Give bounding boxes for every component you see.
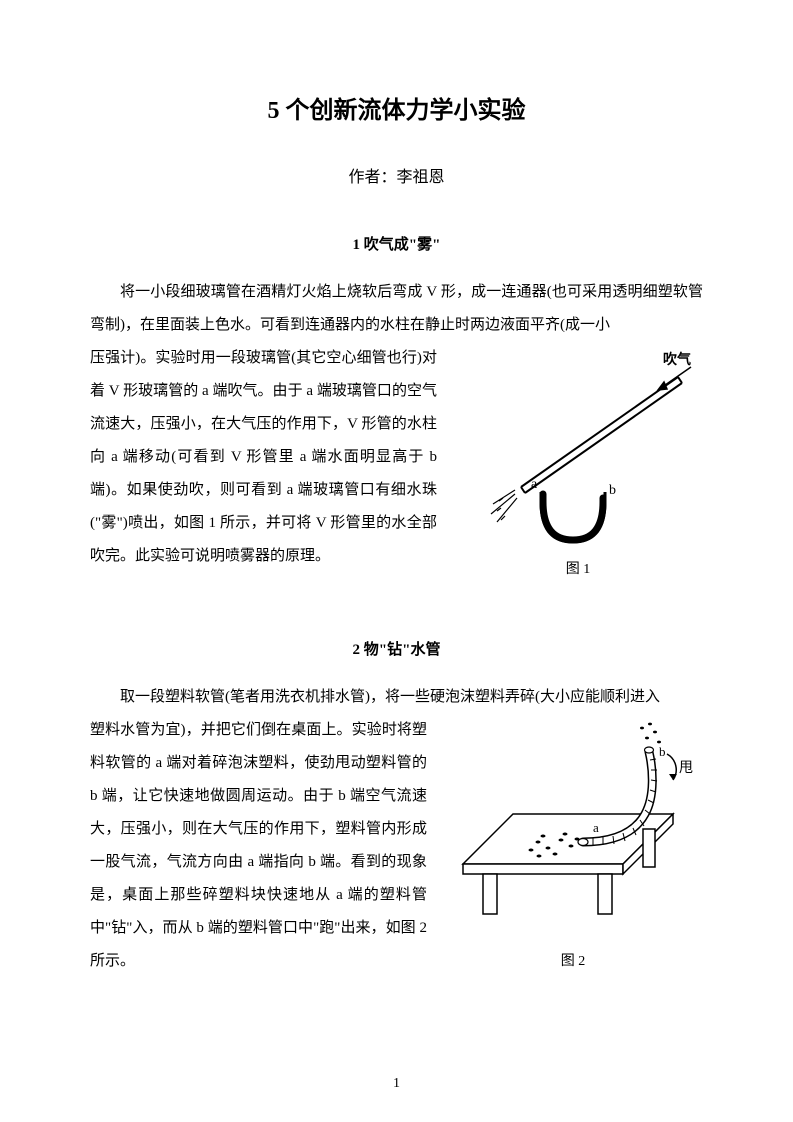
figure-1-svg: a b 吹气 [453,342,703,552]
figure-1: a b 吹气 图 1 [453,342,703,578]
section-2-lead: 取一段塑料软管(笔者用洗衣机排水管)，将一些硬泡沫塑料弄碎(大小应能顺利进入 [90,681,703,714]
figure-2-caption: 图 2 [561,950,586,970]
figure-1-label-blow: 吹气 [663,351,691,368]
section-2-block: 塑料水管为宜)，并把它们倒在桌面上。实验时将塑料软管的 a 端对着碎泡沫塑料，使… [90,714,703,978]
section-1-body: 压强计)。实验时用一段玻璃管(其它空心细管也行)对着 V 形玻璃管的 a 端吹气… [90,342,437,573]
section-1-lead: 将一小段细玻璃管在酒精灯火焰上烧软后弯成 V 形，成一连通器(也可采用透明细塑软… [90,276,703,342]
figure-2-label-swing: 甩 [679,761,693,776]
section-1-heading: 1 吹气成"雾" [90,233,703,254]
author-line: 作者：李祖恩 [90,163,703,187]
figure-2: a b 甩 图 2 [443,714,703,970]
section-1-block: 压强计)。实验时用一段玻璃管(其它空心细管也行)对着 V 形玻璃管的 a 端吹气… [90,342,703,578]
section-2-heading: 2 物"钻"水管 [90,638,703,659]
figure-1-label-a: a [531,477,538,492]
page: 5 个创新流体力学小实验 作者：李祖恩 1 吹气成"雾" 将一小段细玻璃管在酒精… [0,0,793,1122]
figure-2-label-a: a [593,820,599,835]
section-2-body: 塑料水管为宜)，并把它们倒在桌面上。实验时将塑料软管的 a 端对着碎泡沫塑料，使… [90,714,427,978]
figure-2-label-b: b [659,744,666,759]
page-number: 1 [0,1076,793,1092]
figure-1-label-b: b [609,483,616,498]
document-title: 5 个创新流体力学小实验 [90,90,703,125]
figure-2-svg: a b 甩 [443,714,703,944]
figure-1-caption: 图 1 [566,558,591,578]
